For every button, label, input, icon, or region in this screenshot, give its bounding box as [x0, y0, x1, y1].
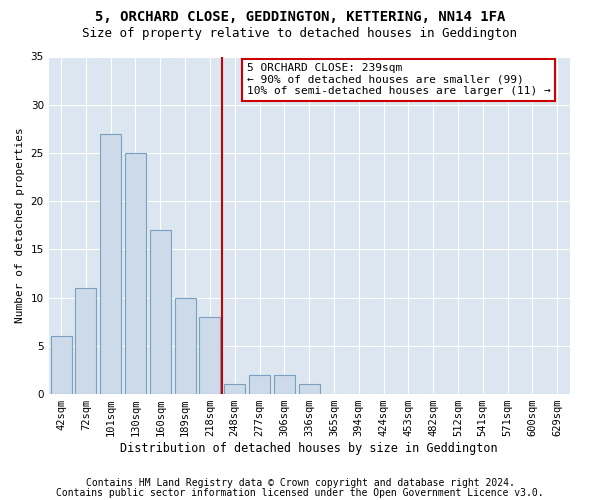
Bar	[199, 317, 220, 394]
Bar	[274, 375, 295, 394]
X-axis label: Distribution of detached houses by size in Geddington: Distribution of detached houses by size …	[120, 442, 498, 455]
Bar	[299, 384, 320, 394]
Bar	[175, 298, 196, 394]
Bar	[224, 384, 245, 394]
Bar	[100, 134, 121, 394]
Text: 5 ORCHARD CLOSE: 239sqm
← 90% of detached houses are smaller (99)
10% of semi-de: 5 ORCHARD CLOSE: 239sqm ← 90% of detache…	[247, 64, 550, 96]
Text: Contains HM Land Registry data © Crown copyright and database right 2024.: Contains HM Land Registry data © Crown c…	[86, 478, 514, 488]
Text: Contains public sector information licensed under the Open Government Licence v3: Contains public sector information licen…	[56, 488, 544, 498]
Text: 5, ORCHARD CLOSE, GEDDINGTON, KETTERING, NN14 1FA: 5, ORCHARD CLOSE, GEDDINGTON, KETTERING,…	[95, 10, 505, 24]
Bar	[150, 230, 171, 394]
Y-axis label: Number of detached properties: Number of detached properties	[15, 128, 25, 323]
Bar	[125, 153, 146, 394]
Bar	[76, 288, 97, 394]
Bar	[50, 336, 71, 394]
Bar	[249, 375, 270, 394]
Text: Size of property relative to detached houses in Geddington: Size of property relative to detached ho…	[83, 28, 517, 40]
